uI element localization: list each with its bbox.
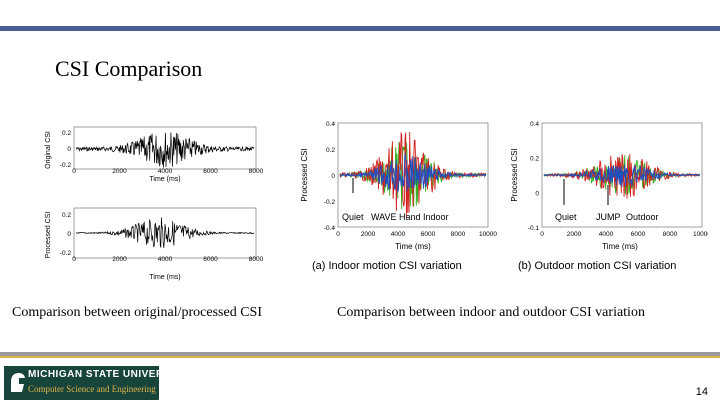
x-tick-label: 4000	[158, 168, 173, 175]
x-tick-label: 0	[336, 231, 340, 238]
x-tick-label: 8000	[249, 256, 264, 263]
original-csi-series	[75, 132, 255, 168]
x-tick-label: 6000	[203, 256, 218, 263]
processed-csi-series	[75, 217, 255, 249]
indoor-xlabel: Time (ms)	[395, 242, 431, 251]
spartan-helmet-icon	[11, 373, 25, 392]
x-tick-label: 10000	[693, 231, 708, 238]
y-tick-label: 0	[67, 146, 71, 153]
caption-left: Comparison between original/processed CS…	[12, 305, 263, 320]
outdoor-figure-svg: Processed CSI 0.40.20-0.1 0 2000 4000 6000 8…	[510, 121, 711, 272]
y-tick-label: 0.2	[326, 147, 335, 154]
logo-university-name: MICHIGAN STATE UNIVERSITY	[28, 369, 188, 380]
x-tick-label: 2000	[361, 231, 376, 238]
bottom-accent-line	[0, 356, 720, 358]
page-number: 14	[695, 386, 708, 398]
x-tick-label: 2000	[567, 231, 582, 238]
original-ylabel: Original CSI	[45, 131, 52, 169]
left-figure-svg: Original CSI 0.20-0.2 0 2000 4000 6000 8000 …	[45, 126, 264, 281]
x-tick-label: 6000	[631, 231, 646, 238]
outdoor-ylabel: Processed CSI	[510, 148, 519, 201]
y-tick-label: 0	[535, 190, 539, 197]
x-tick-label: 8000	[663, 231, 678, 238]
y-tick-label: -0.4	[324, 225, 336, 232]
y-tick-label: -0.2	[60, 250, 72, 257]
outdoor-annotation-jump: JUMP	[596, 212, 621, 222]
x-tick-label: 6000	[421, 231, 436, 238]
top-accent-band	[0, 26, 720, 31]
x-tick-label: 8000	[249, 168, 264, 175]
y-tick-label: 0	[67, 231, 71, 238]
outdoor-figure: Processed CSI 0.4 0.2 0 -0.1 0 2000 4000 6000 8…	[508, 113, 711, 278]
indoor-annotation-quiet: Quiet	[342, 212, 364, 222]
y-tick-label: 0.4	[530, 121, 539, 128]
indoor-caption: (a) Indoor motion CSI variation	[312, 260, 462, 272]
x-tick-label: 2000	[112, 168, 127, 175]
outdoor-xlabel: Time (ms)	[602, 242, 638, 251]
y-tick-label: 0.2	[62, 212, 71, 219]
y-tick-label: 0	[331, 173, 335, 180]
indoor-plot-frame	[337, 122, 489, 228]
y-tick-label: -0.1	[528, 225, 540, 232]
csi-series-line	[543, 164, 701, 187]
y-tick-label: 0.2	[62, 130, 71, 137]
indoor-annotation-wave-hand: WAVE Hand	[371, 212, 421, 222]
processed-xlabel: Time (ms)	[149, 274, 180, 281]
slide-title: CSI Comparison	[55, 56, 203, 81]
x-tick-label: 6000	[203, 168, 218, 175]
x-tick-label: 4000	[391, 231, 406, 238]
outdoor-caption: (b) Outdoor motion CSI variation	[518, 260, 676, 272]
outdoor-annotation-outdoor: Outdoor	[626, 212, 659, 222]
processed-ylabel: Processed CSI	[45, 212, 52, 259]
y-tick-label: -0.2	[60, 162, 72, 169]
x-tick-label: 10000	[479, 231, 497, 238]
left-figure: Original CSI 0.2 0 -0.2 0 2000 4000 6000 8000 …	[40, 118, 264, 286]
indoor-figure-svg: Processed CSI 0.4 0.2 0 -0.2 -0.4 0 2000 4000 6…	[300, 121, 497, 272]
csi-series-line	[339, 152, 487, 194]
x-tick-label: 0	[72, 168, 76, 175]
caption-right: Comparison between indoor and outdoor CS…	[337, 305, 645, 320]
x-tick-label: 4000	[599, 231, 614, 238]
outdoor-plot-frame	[541, 122, 703, 228]
x-tick-label: 4000	[158, 256, 173, 263]
indoor-annotation-indoor: Indoor	[423, 212, 449, 222]
indoor-ylabel: Processed CSI	[300, 148, 309, 201]
y-tick-label: 0.4	[326, 121, 335, 128]
y-tick-label: 0.2	[530, 156, 539, 163]
indoor-figure: Processed CSI 0.4 0.2 0 -0.2 -0.4 0 2000 4000 6…	[298, 113, 498, 278]
original-plot-frame	[73, 126, 257, 170]
outdoor-annotation-quiet: Quiet	[555, 212, 577, 222]
x-tick-label: 0	[72, 256, 76, 263]
x-tick-label: 8000	[451, 231, 466, 238]
x-tick-label: 0	[540, 231, 544, 238]
x-tick-label: 2000	[112, 256, 127, 263]
logo-department: Computer Science and Engineering	[28, 384, 156, 394]
y-tick-label: -0.2	[324, 199, 336, 206]
msu-logo	[4, 366, 159, 400]
processed-plot-frame	[73, 207, 257, 259]
original-xlabel: Time (ms)	[149, 176, 180, 183]
bottom-band	[0, 352, 720, 356]
